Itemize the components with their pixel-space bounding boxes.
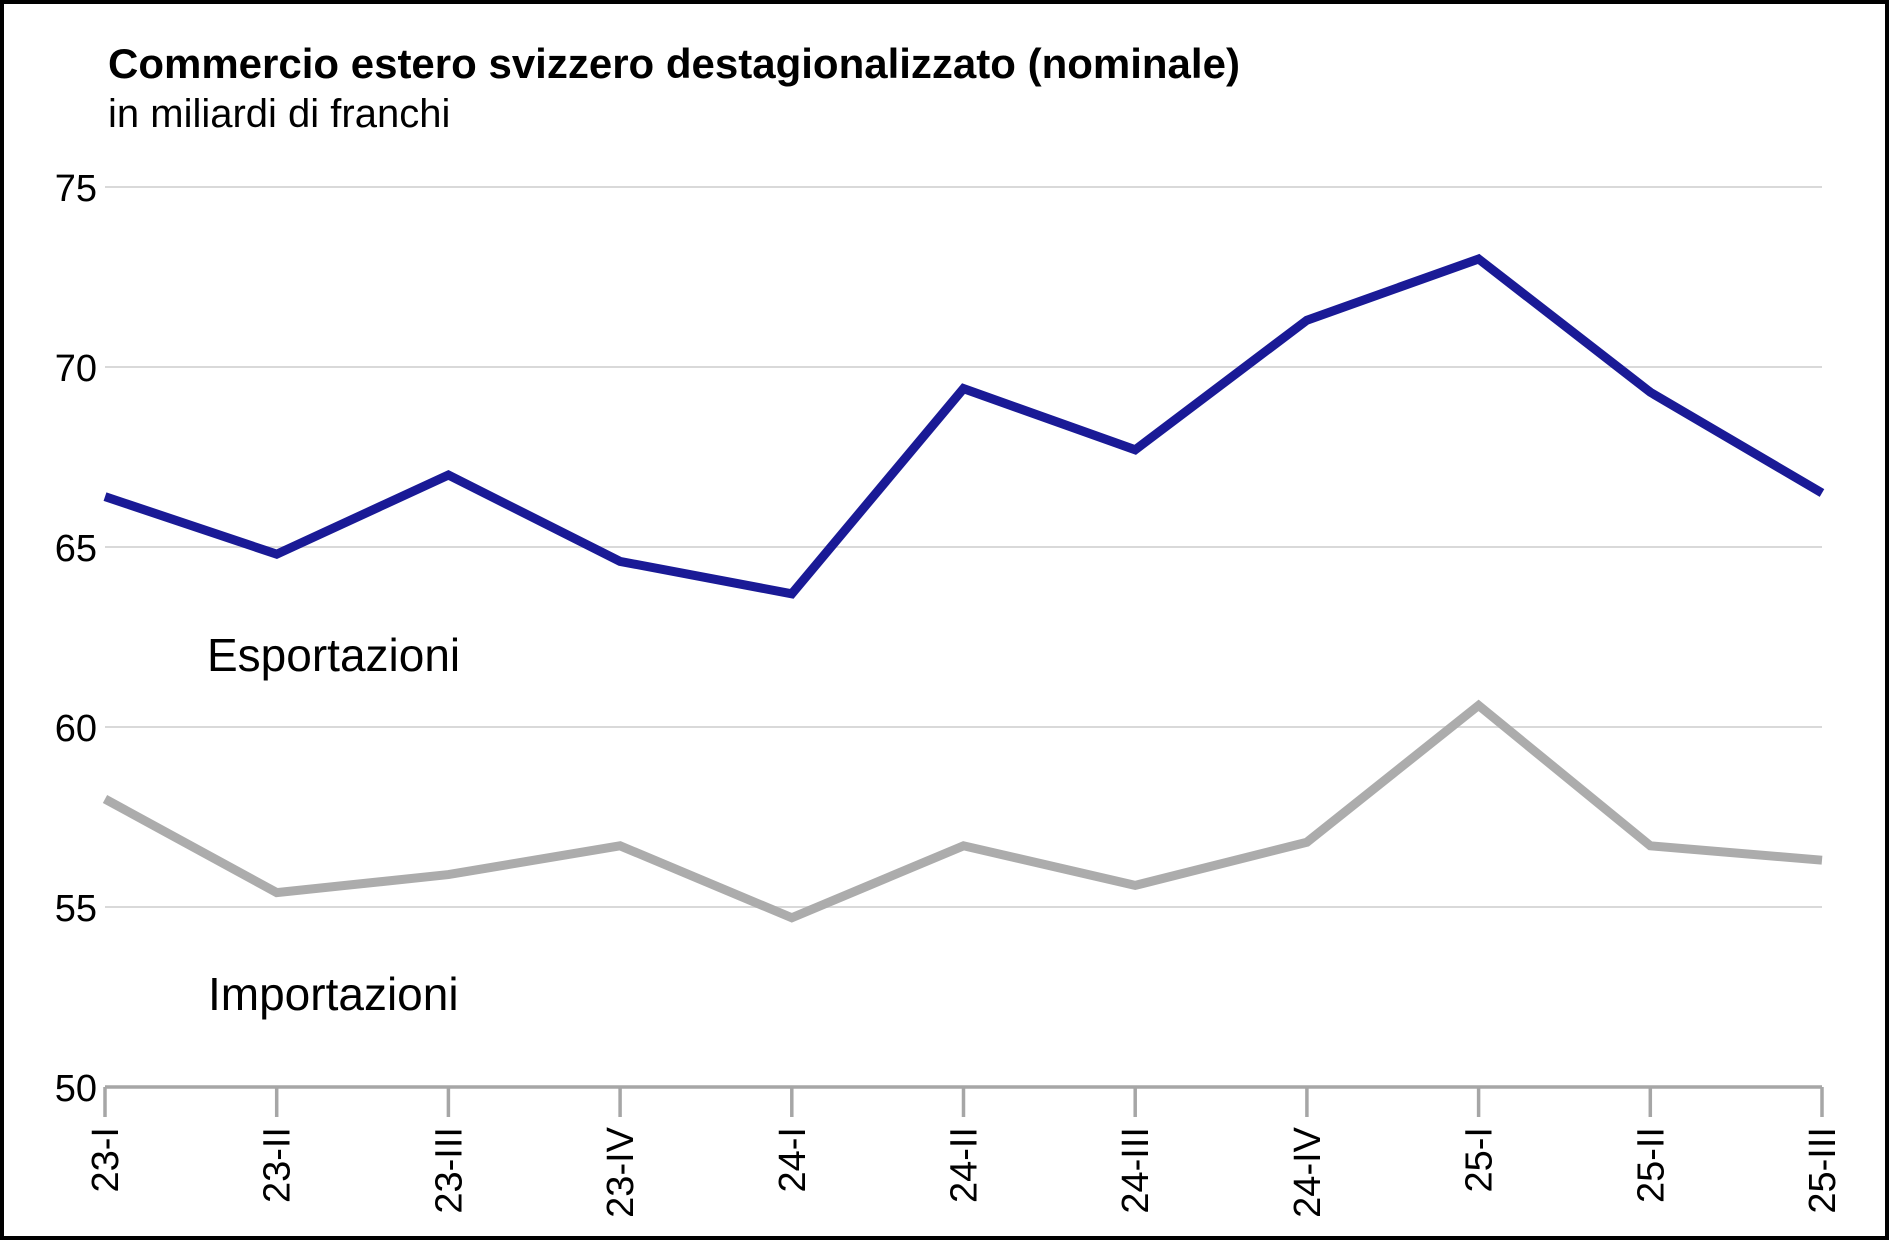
x-tick-label-24-IV: 24-IV [1287, 1126, 1329, 1217]
x-tick-label-23-III: 23-III [428, 1127, 470, 1214]
gridlines [105, 186, 1822, 908]
x-tick-label-24-III: 24-III [1115, 1127, 1157, 1214]
series-line-esportazioni [103, 253, 1825, 599]
x-axis [103, 1085, 1824, 1117]
chart-subtitle: in miliardi di franchi [108, 92, 450, 136]
x-tick-label-25-III: 25-III [1802, 1127, 1844, 1214]
series-label-importazioni: Importazioni [208, 968, 459, 1020]
x-tick-label-24-II: 24-II [944, 1127, 986, 1203]
series-label-esportazioni: Esportazioni [207, 629, 460, 681]
y-tick-label-50: 50 [55, 1068, 97, 1110]
y-axis-labels: 50 55 60 65 70 75 [55, 168, 97, 1110]
x-tick-label-24-I: 24-I [772, 1127, 814, 1192]
x-tick-label-23-II: 23-II [257, 1127, 299, 1203]
x-tick-label-23-IV: 23-IV [600, 1126, 642, 1217]
x-axis-labels: 23-I 23-II 23-III 23-IV 24-I 24-II 24-III 24-IV… [85, 1126, 1844, 1217]
y-tick-label-65: 65 [55, 528, 97, 570]
series-lines [102, 253, 1825, 923]
y-tick-label-60: 60 [55, 708, 97, 750]
series-line-importazioni [102, 699, 1823, 923]
y-tick-label-55: 55 [55, 888, 97, 930]
y-tick-label-75: 75 [55, 168, 97, 210]
x-tick-label-25-II: 25-II [1630, 1127, 1672, 1203]
chart-title: Commercio estero svizzero destagionalizz… [108, 40, 1240, 87]
series-labels: Esportazioni Importazioni [207, 629, 460, 1020]
x-tick-label-23-I: 23-I [85, 1127, 127, 1192]
x-tick-label-25-I: 25-I [1459, 1127, 1501, 1192]
y-tick-label-70: 70 [55, 348, 97, 390]
